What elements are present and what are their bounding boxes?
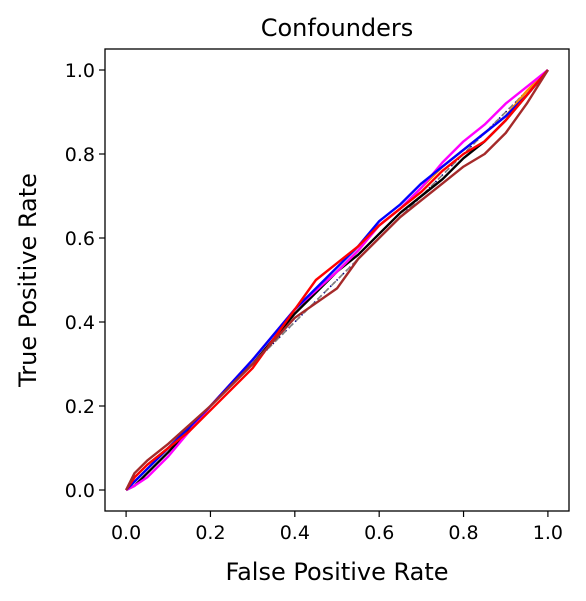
- x-tick-label: 0.8: [448, 522, 478, 544]
- y-tick-label: 0.8: [65, 144, 95, 166]
- axis-ticks: 0.0 0.2 0.4 0.6 0.8 1.0 0.0 0.2 0.4 0.6 0.8 1.0: [65, 60, 563, 544]
- x-tick-label: 0.4: [280, 522, 310, 544]
- y-tick-label: 1.0: [65, 60, 95, 82]
- x-tick-label: 0.6: [364, 522, 394, 544]
- y-axis-label: True Positive Rate: [14, 173, 42, 388]
- x-tick-label: 0.2: [195, 522, 225, 544]
- roc-series-3: [125, 69, 549, 492]
- y-tick-label: 0.6: [65, 228, 95, 250]
- roc-series-6: [125, 69, 549, 491]
- y-tick-label: 0.2: [65, 396, 95, 418]
- y-tick-label: 0.0: [65, 480, 95, 502]
- roc-series-5: [125, 69, 549, 491]
- roc-curves: [125, 69, 549, 492]
- x-tick-label: 1.0: [533, 522, 563, 544]
- chart-title: Confounders: [261, 14, 414, 42]
- x-axis-label: False Positive Rate: [225, 558, 448, 586]
- x-tick-label: 0.0: [111, 522, 141, 544]
- y-tick-label: 0.4: [65, 312, 95, 334]
- plot-frame: [104, 48, 570, 512]
